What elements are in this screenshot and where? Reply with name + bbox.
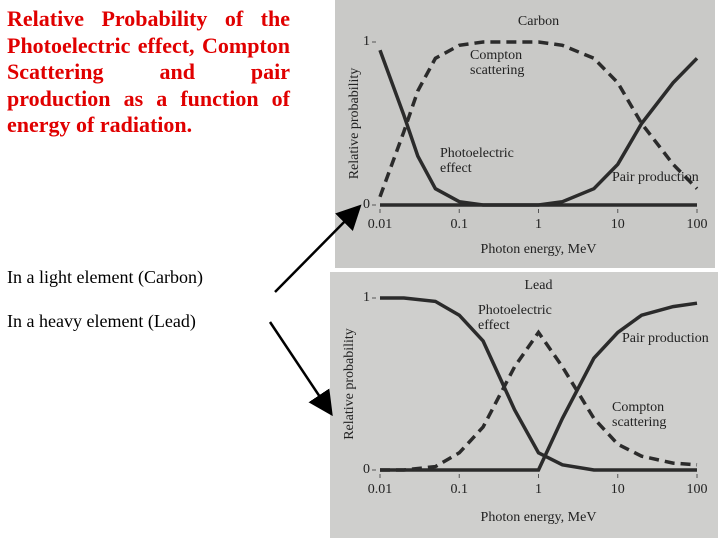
series-line <box>378 40 699 198</box>
x-tick-label: 10 <box>611 217 625 232</box>
x-tick-label: 0.1 <box>451 482 469 497</box>
x-axis-label: Photon energy, MeV <box>481 242 597 257</box>
x-tick-label: 10 <box>611 482 625 497</box>
x-tick-label: 0.01 <box>368 217 393 232</box>
y-tick-label: 1 <box>363 290 370 305</box>
series-line <box>380 301 698 472</box>
x-tick-label: 100 <box>687 217 708 232</box>
y-axis-label: Relative probability <box>342 328 357 440</box>
series-line <box>380 329 698 472</box>
x-tick-label: 100 <box>687 482 708 497</box>
chart-title: Lead <box>525 278 553 293</box>
chart-panel <box>330 272 718 538</box>
series-line <box>380 57 699 207</box>
series-label: Pair production <box>612 170 699 185</box>
series-label: Compton scattering <box>612 400 667 430</box>
arrow <box>268 321 333 417</box>
y-axis-label: Relative probability <box>347 68 362 180</box>
heading: Relative Probability of the Photoelectri… <box>7 6 290 137</box>
series-line <box>380 296 697 472</box>
series-label: Photoelectric effect <box>440 146 514 176</box>
series-label: Pair production <box>622 331 709 346</box>
arrow <box>274 204 362 293</box>
note: In a light element (Carbon) <box>7 267 203 287</box>
x-tick-label: 1 <box>535 482 542 497</box>
note: In a heavy element (Lead) <box>7 311 196 331</box>
x-axis-label: Photon energy, MeV <box>481 510 597 525</box>
series-label: Compton scattering <box>470 48 525 78</box>
y-tick-label: 0 <box>363 462 370 477</box>
x-tick-label: 0.1 <box>451 217 469 232</box>
y-tick-label: 1 <box>363 34 370 49</box>
chart-title: Carbon <box>518 14 559 29</box>
series-label: Photoelectric effect <box>478 303 552 333</box>
x-tick-label: 1 <box>535 217 542 232</box>
chart-panel <box>335 0 715 268</box>
y-tick-label: 0 <box>363 197 370 212</box>
x-tick-label: 0.01 <box>368 482 393 497</box>
